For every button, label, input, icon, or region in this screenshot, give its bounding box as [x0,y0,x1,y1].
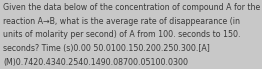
Text: (M)0.7420.4340.2540.1490.08700.05100.0300: (M)0.7420.4340.2540.1490.08700.05100.030… [3,58,188,67]
Text: units of molarity per second) of A from 100. seconds to 150.: units of molarity per second) of A from … [3,30,241,39]
Text: reaction A→B, what is the average rate of disappearance (in: reaction A→B, what is the average rate o… [3,17,240,26]
Text: seconds? Time (s)0.00 50.0100.150.200.250.300.[A]: seconds? Time (s)0.00 50.0100.150.200.25… [3,44,210,53]
Text: Given the data below of the concentration of compound A for the: Given the data below of the concentratio… [3,3,260,12]
